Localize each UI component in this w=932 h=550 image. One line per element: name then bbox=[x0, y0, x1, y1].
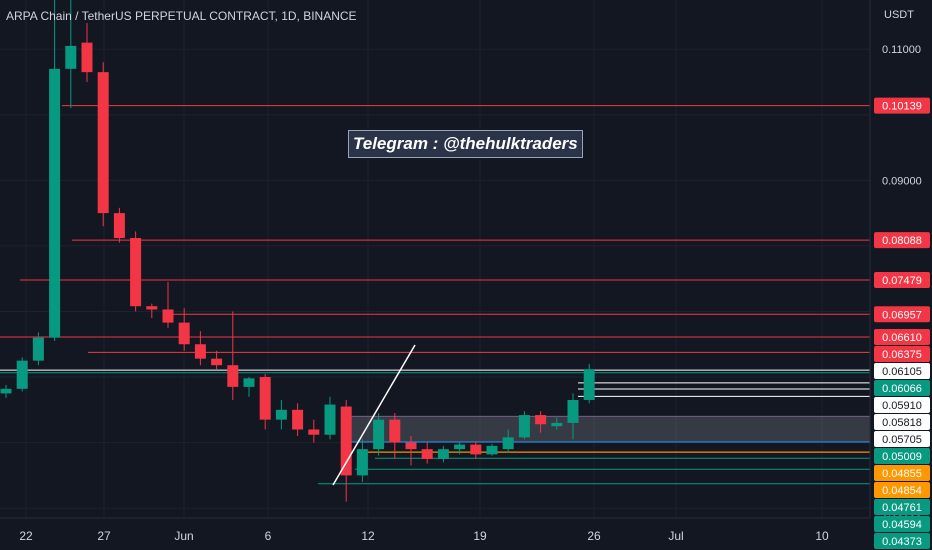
price-label-bg-7 bbox=[874, 380, 930, 397]
price-label-bg-13 bbox=[874, 482, 930, 499]
candle-body-35 bbox=[567, 399, 579, 423]
candle-body-0 bbox=[0, 388, 12, 394]
price-label-7: 0.06066 bbox=[882, 383, 922, 395]
candle-body-16 bbox=[259, 377, 271, 420]
candle-body-5 bbox=[81, 42, 93, 73]
time-tick-4: 12 bbox=[361, 529, 375, 543]
level-lines bbox=[0, 105, 870, 485]
price-label-bg-16 bbox=[874, 533, 930, 550]
time-axis[interactable]: 22 27 Jun 6 12 19 26 Jul 10 bbox=[0, 517, 870, 543]
candle-body-13 bbox=[211, 358, 223, 366]
candle-body-30 bbox=[486, 445, 498, 455]
price-label-bg-8 bbox=[874, 397, 930, 414]
time-tick-1: 27 bbox=[97, 529, 111, 543]
price-label-1: 0.08088 bbox=[882, 235, 922, 247]
price-label-8: 0.05910 bbox=[882, 400, 922, 412]
candle-body-22 bbox=[356, 449, 368, 476]
price-tick-1: 0.09000 bbox=[882, 175, 922, 187]
price-label-bg-14 bbox=[874, 499, 930, 516]
trendline-segment bbox=[332, 344, 416, 486]
candle-body-29 bbox=[470, 444, 482, 455]
candle-body-1 bbox=[16, 360, 28, 389]
price-label-3: 0.06957 bbox=[882, 309, 922, 321]
time-tick-5: 19 bbox=[473, 529, 487, 543]
price-label-11: 0.05009 bbox=[882, 451, 922, 463]
candle-body-2 bbox=[32, 337, 44, 361]
candle-body-26 bbox=[421, 449, 433, 459]
time-tick-8: 10 bbox=[815, 529, 829, 543]
candle-body-31 bbox=[502, 437, 514, 450]
candle-body-4 bbox=[65, 45, 77, 69]
price-label-16: 0.04373 bbox=[882, 536, 922, 548]
candle-body-15 bbox=[243, 378, 255, 387]
price-label-9: 0.05818 bbox=[882, 417, 922, 429]
candle-body-24 bbox=[389, 419, 401, 443]
time-tick-6: 26 bbox=[587, 529, 601, 543]
candle-body-36 bbox=[583, 369, 595, 400]
candle-body-32 bbox=[518, 415, 530, 438]
candle-body-27 bbox=[437, 449, 449, 459]
telegram-watermark: Telegram : @thehulktraders bbox=[348, 130, 583, 158]
time-tick-3: 6 bbox=[265, 529, 272, 543]
price-label-bg-9 bbox=[874, 414, 930, 431]
price-label-bg-4 bbox=[874, 329, 930, 346]
candle-body-7 bbox=[113, 213, 125, 239]
price-label-13: 0.04854 bbox=[882, 485, 922, 497]
price-label-bg-12 bbox=[874, 465, 930, 482]
chart-title: ARPA Chain / TetherUS PERPETUAL CONTRACT… bbox=[6, 9, 357, 23]
price-label-0: 0.10139 bbox=[882, 101, 922, 113]
candle-body-28 bbox=[454, 444, 466, 450]
candle-body-11 bbox=[178, 322, 190, 345]
price-label-bg-0 bbox=[874, 97, 930, 114]
grid-lines bbox=[0, 0, 870, 518]
candle-body-10 bbox=[162, 309, 174, 323]
candle-body-12 bbox=[194, 344, 206, 359]
price-label-bg-3 bbox=[874, 306, 930, 323]
candle-body-23 bbox=[373, 419, 385, 450]
candle-body-9 bbox=[146, 306, 158, 310]
price-label-5: 0.06375 bbox=[882, 349, 922, 361]
zone-rect bbox=[347, 415, 871, 443]
price-label-2: 0.07479 bbox=[882, 275, 922, 287]
candle-body-20 bbox=[324, 404, 336, 435]
price-label-12: 0.04855 bbox=[882, 468, 922, 480]
price-label-15: 0.04594 bbox=[882, 519, 922, 531]
price-label-bg-2 bbox=[874, 272, 930, 289]
price-label-14: 0.04761 bbox=[882, 502, 922, 514]
price-label-bg-1 bbox=[874, 232, 930, 249]
price-label-bg-11 bbox=[874, 448, 930, 465]
candles bbox=[0, 0, 595, 502]
candle-body-17 bbox=[275, 409, 287, 420]
candle-body-25 bbox=[405, 442, 417, 450]
candle-body-3 bbox=[49, 68, 61, 338]
candle-body-21 bbox=[340, 406, 352, 476]
trendline bbox=[332, 344, 416, 486]
price-label-bg-6 bbox=[874, 363, 930, 380]
time-tick-2: Jun bbox=[174, 529, 193, 543]
candle-body-18 bbox=[292, 409, 304, 430]
candle-body-6 bbox=[97, 72, 109, 214]
resistance-zone bbox=[347, 415, 871, 443]
price-label-bg-5 bbox=[874, 346, 930, 363]
currency-label: USDT bbox=[884, 9, 914, 21]
price-label-4: 0.06610 bbox=[882, 332, 922, 344]
price-label-10: 0.05705 bbox=[882, 434, 922, 446]
candle-body-19 bbox=[308, 429, 320, 435]
time-tick-0: 22 bbox=[19, 529, 33, 543]
candle-body-8 bbox=[130, 238, 142, 307]
price-label-bg-15 bbox=[874, 516, 930, 533]
candle-body-14 bbox=[227, 365, 239, 387]
price-label-bg-10 bbox=[874, 431, 930, 448]
time-tick-7: Jul bbox=[668, 529, 683, 543]
price-label-6: 0.06105 bbox=[882, 366, 922, 378]
candle-body-33 bbox=[535, 415, 547, 425]
price-axis[interactable]: 0.110000.090000.039500.101390.080880.074… bbox=[869, 0, 932, 550]
candle-body-34 bbox=[551, 422, 563, 427]
price-tick-0: 0.11000 bbox=[882, 44, 921, 56]
